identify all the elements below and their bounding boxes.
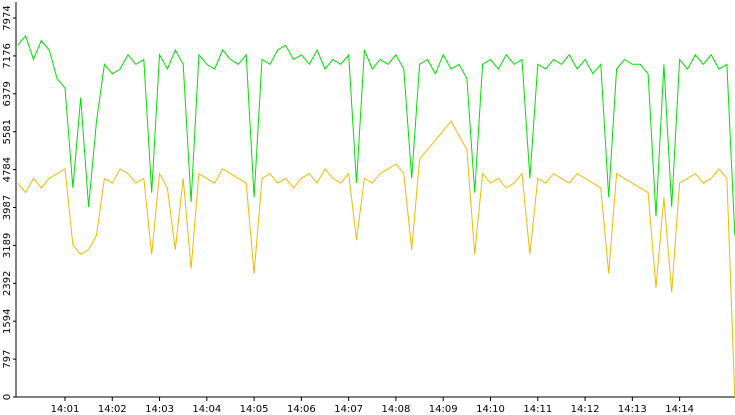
series-line <box>17 34 735 236</box>
y-tick-label: 6379 <box>2 81 13 106</box>
y-tick-label: 5581 <box>2 119 13 144</box>
x-tick-label: 14:08 <box>382 404 411 415</box>
y-tick-label: 3189 <box>2 233 13 258</box>
x-tick-label: 14:13 <box>618 404 647 415</box>
x-tick-label: 14:02 <box>98 404 127 415</box>
x-tick-label: 14:04 <box>192 404 221 415</box>
y-tick-label: 4784 <box>2 157 13 182</box>
x-tick-label: 14:05 <box>240 404 269 415</box>
y-tick-label: 0 <box>2 394 13 400</box>
x-tick-label: 14:07 <box>334 404 363 415</box>
x-tick-label: 14:06 <box>287 404 316 415</box>
x-tick-label: 14:03 <box>145 404 174 415</box>
y-tick-label: 797 <box>2 350 13 369</box>
x-tick-label: 14:10 <box>476 404 505 415</box>
x-tick-label: 14:01 <box>51 404 80 415</box>
y-tick-label: 7176 <box>2 43 13 68</box>
y-tick-label: 7974 <box>2 5 13 30</box>
x-tick-label: 14:11 <box>523 404 552 415</box>
y-tick-label: 1594 <box>2 309 13 334</box>
x-tick-label: 14:14 <box>665 404 694 415</box>
y-tick-label: 3987 <box>2 195 13 220</box>
y-tick-label: 2392 <box>2 271 13 296</box>
x-tick-label: 14:09 <box>429 404 458 415</box>
x-tick-label: 14:12 <box>571 404 600 415</box>
series-line <box>17 120 735 398</box>
